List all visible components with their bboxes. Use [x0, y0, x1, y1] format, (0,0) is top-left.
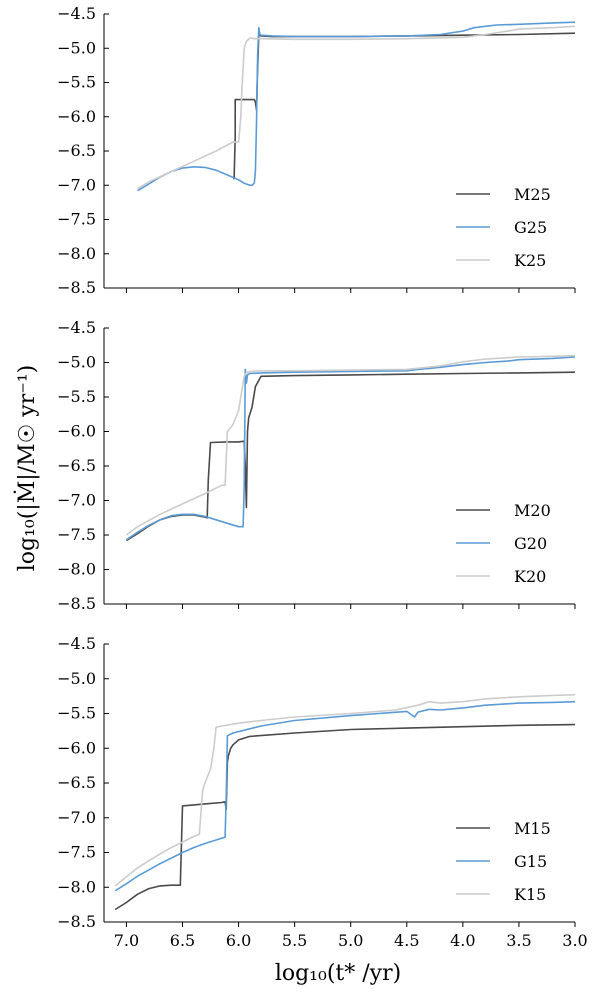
- y-tick-label: −7.0: [57, 491, 96, 510]
- series-line-m15: [114, 723, 575, 911]
- y-axis-title: log₁₀(|Ṁ|/M☉ yr⁻¹): [13, 365, 40, 572]
- y-tick-label: −8.0: [57, 244, 96, 263]
- x-tick-label: 7.0: [114, 931, 139, 950]
- y-tick-label: −6.0: [57, 107, 96, 126]
- y-tick-label: −7.5: [57, 843, 96, 862]
- panel-1: −4.5 −5.0 −5.5 −6.0 −6.5 −7.0 −7.5 −8.0 −8.5 M25 G…: [57, 4, 576, 297]
- y-tick-label: −8.5: [57, 278, 96, 297]
- series-line-m25: [233, 32, 575, 180]
- panel-3: −4.5 −5.0 −5.5 −6.0 −6.5 −7.0 −7.5 −8.0 −8.5 7.0 6…: [57, 634, 588, 950]
- legend-label-k20: K20: [514, 567, 546, 586]
- y-tick-label: −7.5: [57, 210, 96, 229]
- x-tick-label: 3.5: [506, 931, 531, 950]
- y-tick-label: −7.0: [57, 175, 96, 194]
- y-tick-label: −5.0: [57, 38, 96, 57]
- y-tick-label: −7.0: [57, 808, 96, 827]
- legend-label-k15: K15: [514, 885, 546, 904]
- y-tick-label: −8.5: [57, 912, 96, 931]
- y-tick-label: −6.5: [57, 773, 96, 792]
- y-tick-label: −8.0: [57, 560, 96, 579]
- y-tick-label: −6.5: [57, 141, 96, 160]
- series-line-k20: [125, 354, 575, 536]
- panel-2: −4.5 −5.0 −5.5 −6.0 −6.5 −7.0 −7.5 −8.0 −8.5 M20 G…: [57, 318, 576, 613]
- legend-label-m20: M20: [514, 501, 551, 520]
- series-line-k15: [114, 693, 575, 887]
- y-tick-label: −6.0: [57, 422, 96, 441]
- x-tick-label: 5.0: [338, 931, 363, 950]
- x-tick-label: 6.5: [170, 931, 195, 950]
- x-tick-label: 3.0: [562, 931, 587, 950]
- legend-label-k25: K25: [514, 251, 546, 270]
- y-tick-label: −4.5: [57, 634, 96, 653]
- series-line-g15: [114, 700, 575, 892]
- y-tick-label: −7.5: [57, 525, 96, 544]
- y-tick-label: −6.5: [57, 456, 96, 475]
- y-tick-label: −4.5: [57, 4, 96, 23]
- y-tick-label: −5.5: [57, 73, 96, 92]
- legend-label-g20: G20: [514, 534, 547, 553]
- y-tick-label: −6.0: [57, 738, 96, 757]
- legend-label-m25: M25: [514, 185, 551, 204]
- x-tick-label: 5.5: [282, 931, 307, 950]
- series-line-g20: [125, 356, 575, 541]
- legend-label-g15: G15: [514, 852, 547, 871]
- y-tick-label: −5.5: [57, 704, 96, 723]
- y-tick-label: −5.0: [57, 669, 96, 688]
- y-tick-label: −8.5: [57, 594, 96, 613]
- y-tick-label: −4.5: [57, 318, 96, 337]
- series-line-m20: [125, 371, 575, 542]
- x-tick-label: 4.0: [450, 931, 475, 950]
- legend-label-g25: G25: [514, 218, 547, 237]
- x-tick-label: 4.5: [394, 931, 419, 950]
- y-tick-label: −5.0: [57, 353, 96, 372]
- legend-label-m15: M15: [514, 819, 551, 838]
- y-tick-label: −8.0: [57, 877, 96, 896]
- x-axis-title: log₁₀(t* /yr): [275, 961, 401, 986]
- y-tick-label: −5.5: [57, 387, 96, 406]
- series-line-k25: [137, 25, 575, 190]
- series-line-g25: [137, 21, 575, 192]
- x-tick-label: 6.0: [226, 931, 251, 950]
